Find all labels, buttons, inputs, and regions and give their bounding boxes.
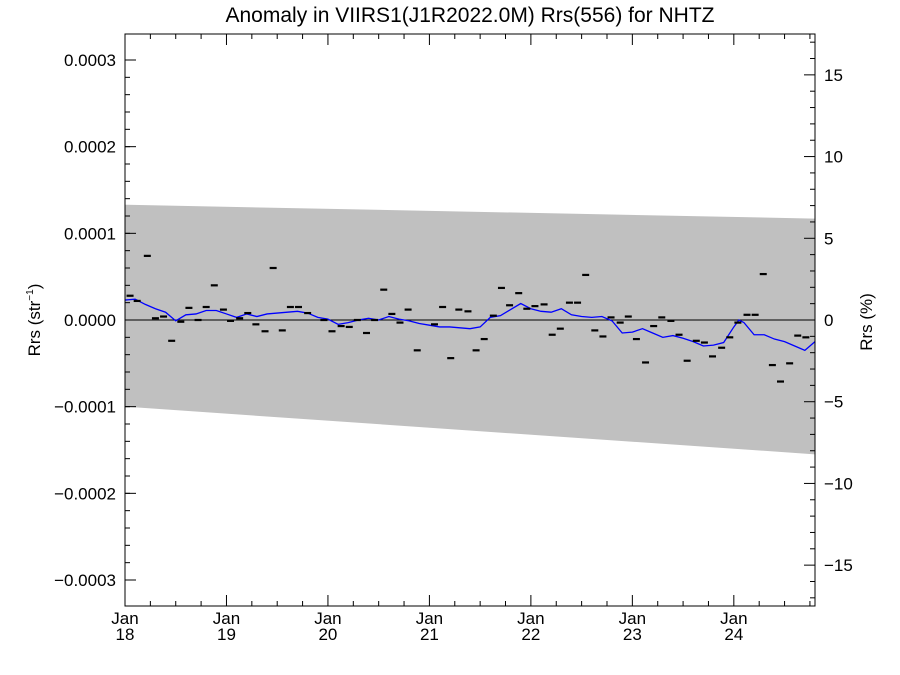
y-tick-label: −0.0002 [54,484,116,503]
x-tick-month-label: Jan [213,609,240,628]
x-tick-year-label: 20 [318,625,337,644]
x-tick-year-label: 18 [116,625,135,644]
y2-tick-label: −10 [824,474,853,493]
x-tick-month-label: Jan [416,609,443,628]
y-tick-label: −0.0003 [54,571,116,590]
band-area [125,204,815,455]
y2-tick-label: 10 [824,148,843,167]
y2-tick-label: 0 [824,311,833,330]
x-tick-month-label: Jan [111,609,138,628]
y2-tick-label: −15 [824,556,853,575]
x-tick-month-label: Jan [314,609,341,628]
y-tick-label: −0.0001 [54,398,116,417]
x-tick-month-label: Jan [720,609,747,628]
smoothed-line [124,298,816,352]
y-tick-label: 0.0002 [64,138,116,157]
x-tick-year-label: 23 [623,625,642,644]
smoothed-series-group [124,298,816,352]
y-axis-label: Rrs (str−1) [25,284,44,357]
data-points-group [126,254,810,383]
x-tick-year-label: 19 [217,625,236,644]
x-tick-year-label: 22 [521,625,540,644]
axis-ticks-group: 0.0003 0.0002 0.0001 0.0000 −0.0001 −0.0002 −0… [54,34,853,644]
y-tick-label: 0.0001 [64,224,116,243]
y2-axis-label: Rrs (%) [857,293,876,351]
y2-tick-label: −5 [824,393,843,412]
y2-tick-label: 5 [824,229,833,248]
y-tick-label: 0.0003 [64,51,116,70]
x-tick-month-label: Jan [517,609,544,628]
y-tick-label: 0.0000 [64,311,116,330]
x-tick-month-label: Jan [619,609,646,628]
chart-title: Anomaly in VIIRS1(J1R2022.0M) Rrs(556) f… [226,4,715,27]
x-tick-year-label: 24 [724,625,743,644]
uncertainty-band [125,204,815,455]
y2-tick-label: 15 [824,66,843,85]
x-tick-year-label: 21 [420,625,439,644]
